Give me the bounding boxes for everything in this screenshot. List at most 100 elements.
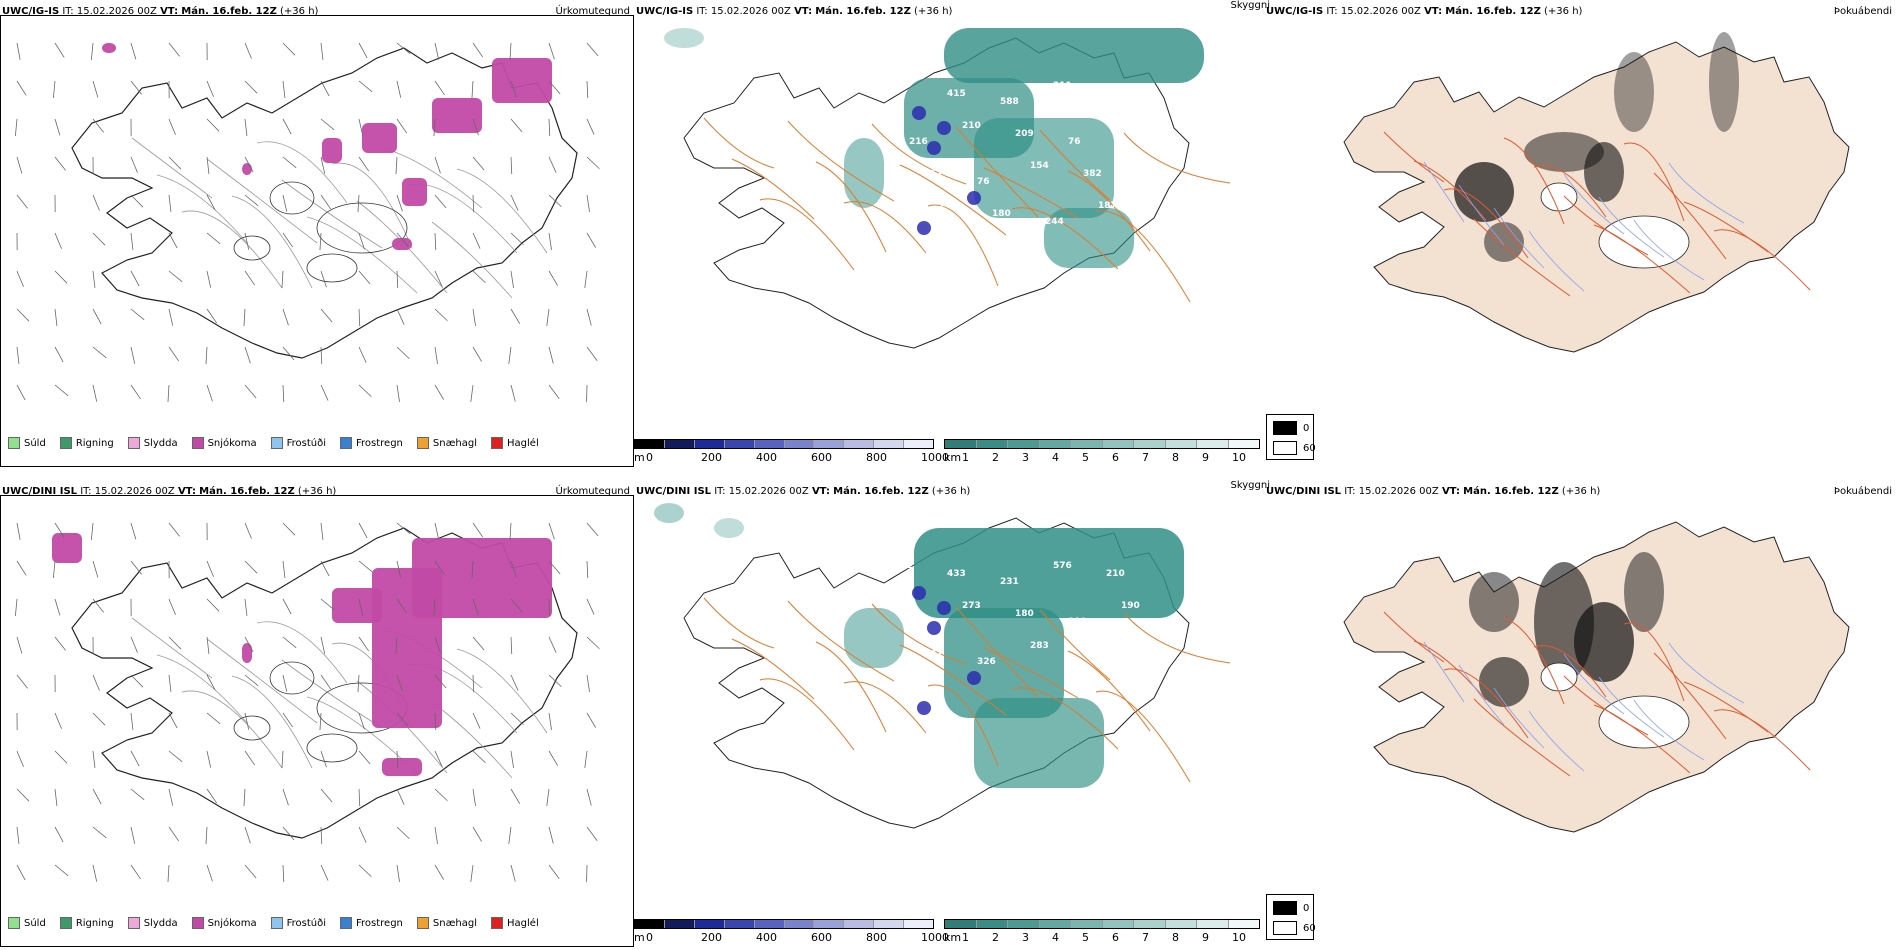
legend-swatch (340, 917, 352, 929)
vt-value: Mán. 16.feb. 12Z (833, 486, 929, 497)
visibility-tick: 5 (1082, 451, 1089, 464)
legend-label: Súld (24, 917, 46, 929)
height-tick: 1000 (921, 451, 949, 464)
road-line (1443, 668, 1529, 739)
glacier-outline (1540, 182, 1578, 212)
vt-value: Mán. 16.feb. 12Z (199, 486, 295, 497)
height-tick: 200 (701, 931, 722, 944)
cloudbase-value: 45 (954, 257, 967, 267)
river-line (1598, 676, 1665, 738)
legend-swatch (59, 917, 72, 929)
river-line (1633, 699, 1705, 761)
legend-item: Frostúði (270, 437, 326, 449)
panel-header: UWC/DINI ISL IT: 15.02.2026 00Z VT: Mán.… (636, 486, 970, 497)
road-line (703, 117, 775, 169)
model-name: UWC/DINI ISL (1266, 486, 1342, 497)
cloudbase-value: 76 (977, 177, 990, 187)
snow-area (242, 643, 252, 663)
road-line (1123, 612, 1231, 664)
visibility-tick: 1 (962, 451, 969, 464)
cloudbase-value: 273 (962, 601, 981, 611)
precip-type-map (14, 522, 600, 883)
it-label: IT: (62, 6, 74, 17)
cloudbase-value: 154 (1030, 161, 1049, 171)
cloudbase-title: Skyggni (1230, 0, 1270, 11)
glacier-outline (269, 181, 315, 215)
low-visibility-area (714, 518, 744, 538)
legend-label: Haglél (507, 917, 539, 929)
road-line (871, 123, 967, 185)
visibility-tick: 1 (962, 931, 969, 944)
low-visibility-area (974, 118, 1114, 218)
legend-swatch (491, 917, 504, 929)
visibility-tick: 10 (1232, 931, 1246, 944)
road-line (927, 204, 999, 287)
road-line (1473, 698, 1571, 777)
road-line (1593, 704, 1691, 774)
road-line (1095, 210, 1191, 303)
cloudbase-map: 96 415 588 211 422 216 210 209 76 269 161 76 154 382 3… (664, 28, 1231, 349)
road-line (815, 161, 887, 253)
low-cloud-base-spot (912, 106, 926, 120)
road-line (787, 120, 895, 202)
river-line (1668, 162, 1745, 224)
model-name: UWC/DINI ISL (2, 486, 78, 497)
river-line (1458, 664, 1505, 726)
forecast-row: UWC/IG-IS IT: 15.02.2026 00Z VT: Mán. 16… (0, 0, 1900, 470)
river-line (1423, 641, 1465, 703)
precip-type-panel: UWC/DINI ISL IT: 15.02.2026 00Z VT: Mán.… (0, 480, 634, 950)
road-line (1413, 640, 1487, 701)
cloudbase-value: 269 (1121, 121, 1140, 131)
legend-swatch (59, 437, 72, 449)
it-label: IT: (80, 486, 92, 497)
road-line (955, 606, 1039, 698)
snow-area (52, 533, 82, 563)
low-cloud-base-spot (912, 586, 926, 600)
road-line (843, 681, 927, 734)
legend-item: Snæhagl (416, 917, 477, 929)
visibility-tick: 4 (1052, 931, 1059, 944)
low-visibility-area (914, 528, 1184, 618)
cloudbase-value: 183 (901, 209, 920, 219)
road-line (1683, 681, 1769, 733)
road-line (1443, 188, 1529, 259)
snow-area (392, 238, 412, 250)
snow-area (102, 43, 116, 53)
road-line (899, 164, 1007, 236)
legend-label: Frostregn (356, 437, 403, 449)
vt-label: VT: (160, 6, 179, 17)
cloud-height-colorbar (634, 919, 934, 929)
road-line (983, 647, 1079, 699)
cloud-key-light-label: 60 (1303, 923, 1316, 934)
visibility-tick: 6 (1112, 451, 1119, 464)
cloud-height-colorbar (634, 439, 934, 449)
legend-label: Frostregn (356, 917, 403, 929)
visibility-tick: 9 (1202, 451, 1209, 464)
height-tick: 600 (811, 451, 832, 464)
road-line (1503, 617, 1565, 705)
road-line (955, 126, 1039, 218)
legend-label: Rigning (75, 437, 114, 449)
cloudbase-value: 433 (947, 569, 966, 579)
fog-signal (1454, 162, 1514, 222)
height-tick: 400 (756, 931, 777, 944)
legend-swatch (8, 437, 20, 449)
snow-area (362, 123, 397, 153)
cloudbase-value: 283 (1030, 641, 1049, 651)
river-line (1493, 687, 1545, 749)
snow-area (492, 58, 552, 103)
road-line (759, 198, 855, 271)
vt-value: Mán. 16.feb. 12Z (181, 6, 277, 17)
visibility-tick: 9 (1202, 931, 1209, 944)
legend-label: Slydda (143, 917, 178, 929)
vt-value: Mán. 16.feb. 12Z (1463, 486, 1559, 497)
fog-panel: UWC/DINI ISL IT: 15.02.2026 00Z VT: Mán.… (1264, 480, 1900, 950)
precip-type-map (14, 42, 600, 403)
visibility-colorbar (944, 439, 1260, 449)
precip-legend: Súld Rigning Slydda Snjókoma Frostúði Frostre… (8, 917, 553, 929)
legend-swatch (270, 437, 283, 449)
legend-item: Snjókoma (191, 917, 257, 929)
height-tick: 800 (866, 451, 887, 464)
visibility-tick: 6 (1112, 931, 1119, 944)
road-line (1039, 129, 1111, 201)
